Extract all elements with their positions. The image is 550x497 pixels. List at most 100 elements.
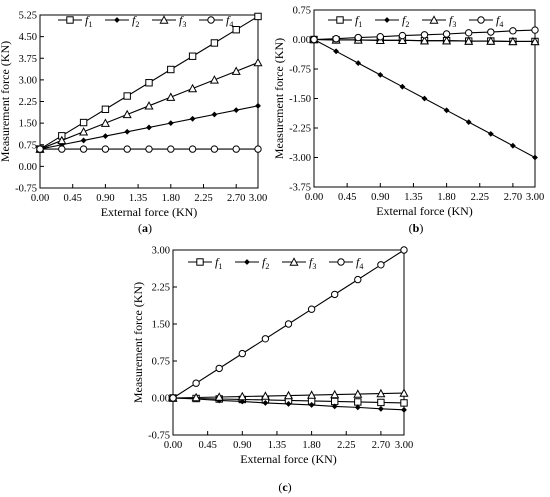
data-point <box>253 57 263 67</box>
y-tick-label: -3.00 <box>289 153 311 164</box>
chart-panel-2: 0.00 0.45 0.90 1.35 1.80 2.25 2.70 3.00 -3.75 -3.… <box>272 6 544 236</box>
data-point <box>330 389 340 399</box>
data-point <box>377 261 385 269</box>
data-point <box>487 28 495 36</box>
data-point <box>354 275 362 284</box>
data-point <box>307 390 317 399</box>
x-tick-label: 1.80 <box>302 440 320 451</box>
data-point <box>420 31 429 39</box>
x-tick-label: 3.00 <box>395 440 413 451</box>
data-point <box>532 154 538 161</box>
data-point <box>310 35 318 44</box>
data-point <box>215 364 223 373</box>
data-point <box>284 320 293 328</box>
legend-marker <box>477 16 485 24</box>
data-point <box>397 35 407 44</box>
series-f4 <box>310 26 539 44</box>
data-point <box>377 398 385 407</box>
data-point <box>285 401 292 407</box>
y-tick-label: -3.75 <box>289 183 311 194</box>
legend-marker <box>66 16 74 24</box>
data-point <box>167 145 175 153</box>
data-point <box>509 142 516 149</box>
legend-marker <box>384 17 390 23</box>
data-point <box>189 115 196 122</box>
x-tick-label: 1.35 <box>129 193 147 204</box>
data-point <box>465 119 472 126</box>
y-tick-label: -0.75 <box>289 65 311 76</box>
data-point <box>122 109 132 119</box>
x-tick-label: 0.00 <box>164 440 182 451</box>
data-point <box>57 135 67 145</box>
data-point <box>333 48 340 55</box>
data-point <box>487 130 494 137</box>
plot-frame <box>172 249 405 436</box>
series-f2 <box>311 36 538 161</box>
legend-label: f3 <box>449 13 456 29</box>
data-point <box>355 60 362 67</box>
legend-marker <box>336 16 344 24</box>
y-tick-label: 0.00 <box>293 35 311 46</box>
legend-label: f3 <box>179 13 186 29</box>
legend-label: f1 <box>215 255 222 271</box>
y-tick-label: 2.25 <box>19 97 37 108</box>
x-tick-label: 2.70 <box>227 193 245 204</box>
y-tick-label: 3.00 <box>152 246 170 257</box>
data-point <box>353 389 363 398</box>
data-point <box>102 133 109 140</box>
y-tick-label: 0.75 <box>152 357 170 368</box>
series-f2 <box>37 102 261 152</box>
data-point <box>531 26 539 34</box>
y-tick-label: 0.75 <box>19 140 37 151</box>
data-point <box>167 120 174 127</box>
x-tick-label: 0.00 <box>305 192 323 203</box>
x-tick-label: 3.00 <box>526 192 544 203</box>
data-point <box>398 31 407 40</box>
data-point <box>167 65 175 74</box>
legend-label: f2 <box>262 255 269 271</box>
y-tick-label: 1.50 <box>152 320 170 331</box>
x-tick-label: 0.90 <box>371 192 389 203</box>
data-point <box>192 379 200 387</box>
series-f1 <box>36 12 262 153</box>
data-point <box>146 124 152 131</box>
data-point <box>124 128 131 135</box>
chart-panel-1: 0.00 0.45 0.90 1.35 1.80 2.25 2.70 3.00-0.750.0… <box>0 11 267 236</box>
data-point <box>254 145 262 153</box>
data-point <box>209 75 219 84</box>
y-tick-label: 3.75 <box>19 54 37 65</box>
data-point <box>58 145 66 153</box>
x-tick-label: 0.90 <box>233 440 251 451</box>
data-point <box>464 36 474 45</box>
series-f3 <box>35 57 263 153</box>
x-tick-label: 0.00 <box>31 193 49 204</box>
panel-label: (b) <box>409 221 424 235</box>
x-tick-label: 1.80 <box>437 192 455 203</box>
data-point <box>332 35 340 43</box>
legend-label: f2 <box>402 13 409 29</box>
data-point <box>145 79 153 87</box>
legend-marker <box>289 257 299 266</box>
x-tick-label: 1.80 <box>162 193 180 204</box>
x-tick-label: 1.35 <box>268 440 286 451</box>
panel-label: (c) <box>278 480 291 494</box>
legend: f1 f2 f3 f4 <box>328 13 503 29</box>
legend-marker <box>337 258 345 266</box>
x-axis-label: External force (KN) <box>240 452 337 466</box>
data-point <box>261 335 270 343</box>
x-tick-label: 0.90 <box>96 193 114 204</box>
series-f4 <box>36 145 262 153</box>
y-axis-label: Measurement force (KN) <box>131 282 145 403</box>
legend-label: f1 <box>355 13 362 29</box>
legend: f1 f2 f3 f4 <box>188 255 363 271</box>
data-point <box>101 145 110 153</box>
series-f4 <box>169 246 408 402</box>
data-point <box>232 26 240 34</box>
data-point <box>101 105 110 113</box>
data-point <box>231 66 241 75</box>
data-point <box>401 406 407 413</box>
data-point <box>36 145 44 153</box>
data-point <box>354 404 361 411</box>
legend-label: f1 <box>85 13 92 29</box>
